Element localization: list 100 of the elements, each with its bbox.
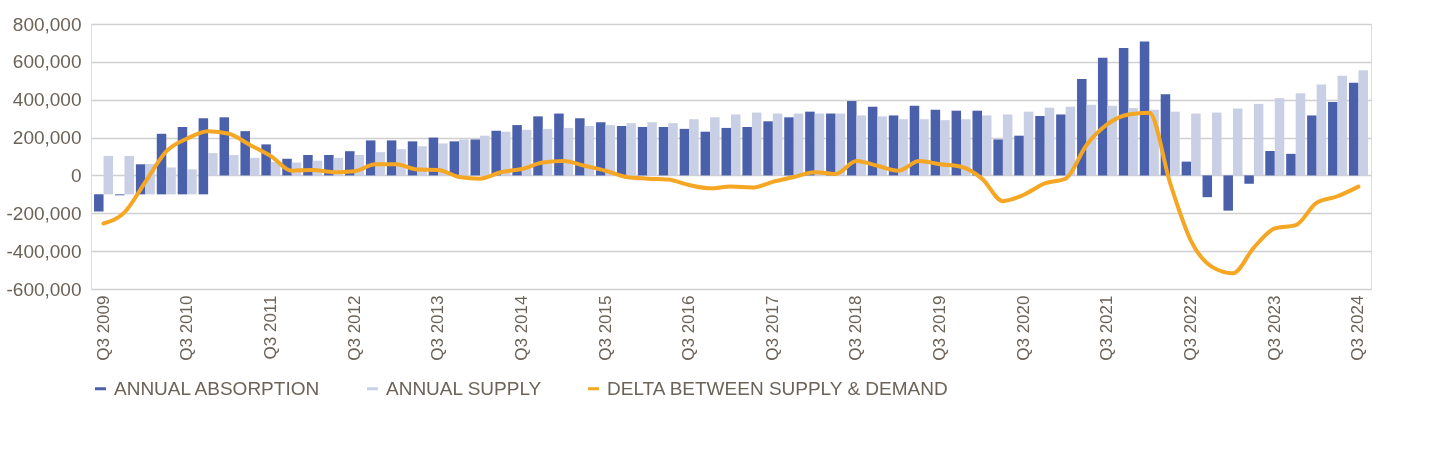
bar xyxy=(668,123,678,176)
y-tick-label: 600,000 xyxy=(12,51,82,73)
bar xyxy=(470,139,481,176)
bar xyxy=(480,135,490,176)
x-tick-label: Q3 2017 xyxy=(762,295,782,361)
bar xyxy=(1232,108,1243,176)
bar xyxy=(1337,75,1348,176)
bar xyxy=(721,127,731,176)
x-tick-label: Q3 2018 xyxy=(846,295,866,361)
x-tick-label: Q3 2012 xyxy=(344,295,364,361)
bar xyxy=(1170,111,1180,176)
bar xyxy=(1107,105,1117,176)
bar xyxy=(103,155,114,195)
bar xyxy=(637,126,648,176)
bar xyxy=(1097,57,1108,176)
bar xyxy=(731,114,741,176)
bar xyxy=(751,112,762,176)
y-tick-label: 400,000 xyxy=(12,89,82,111)
bar xyxy=(596,122,606,176)
bar xyxy=(1348,82,1359,176)
bar xyxy=(1202,175,1213,198)
bar xyxy=(1212,112,1222,176)
legend-label: DELTA BETWEEN SUPPLY & DEMAND xyxy=(607,377,948,399)
bar xyxy=(1023,111,1034,176)
bar xyxy=(512,125,522,176)
bar xyxy=(554,113,564,176)
bar xyxy=(763,121,773,176)
x-tick-label: Q3 2015 xyxy=(595,295,615,361)
x-tick-label: Q3 2010 xyxy=(177,295,197,361)
bar xyxy=(449,141,460,176)
legend-label: ANNUAL SUPPLY xyxy=(386,377,542,399)
x-tick-label: Q3 2016 xyxy=(679,295,699,361)
bar xyxy=(658,126,669,176)
bar xyxy=(981,115,992,176)
x-tick-label: Q3 2014 xyxy=(511,295,531,361)
bar xyxy=(1056,114,1066,176)
bar xyxy=(533,116,543,176)
x-tick-label: Q3 2009 xyxy=(93,295,113,361)
bar xyxy=(940,120,950,176)
legend-label: ANNUAL ABSORPTION xyxy=(114,377,320,399)
bar xyxy=(772,113,783,176)
line-series xyxy=(101,110,1361,276)
y-tick-label: 200,000 xyxy=(12,127,82,149)
bar xyxy=(793,113,804,176)
bar xyxy=(208,153,218,176)
bar xyxy=(166,167,176,195)
x-tick-label: Q3 2019 xyxy=(930,295,950,361)
bar xyxy=(1316,84,1327,176)
x-tick-label: Q3 2024 xyxy=(1348,295,1368,361)
bar xyxy=(856,115,866,176)
bar xyxy=(784,117,794,176)
bar xyxy=(459,139,469,176)
bar xyxy=(1223,175,1233,211)
y-tick-label: -600,000 xyxy=(6,278,82,300)
bar xyxy=(94,194,104,212)
bar xyxy=(229,154,239,176)
bar xyxy=(877,116,887,176)
bar xyxy=(1244,175,1254,184)
bar xyxy=(1295,93,1306,176)
bar xyxy=(1128,108,1138,176)
bar xyxy=(575,118,585,176)
bar xyxy=(1077,78,1087,176)
bar xyxy=(993,139,1003,176)
bar xyxy=(1035,115,1045,176)
bar xyxy=(700,131,711,176)
bar xyxy=(1265,151,1275,176)
bar xyxy=(972,110,982,176)
bar xyxy=(1002,114,1013,176)
x-tick-label: Q3 2011 xyxy=(260,295,280,360)
y-tick-label: 0 xyxy=(70,164,82,186)
bar xyxy=(689,119,699,176)
bar xyxy=(1286,153,1296,176)
x-tick-label: Q3 2020 xyxy=(1013,295,1033,361)
bar xyxy=(710,117,720,176)
bar xyxy=(1014,135,1024,176)
y-tick-label: 800,000 xyxy=(12,13,82,35)
bar xyxy=(1118,48,1129,176)
bar xyxy=(961,119,971,176)
bar xyxy=(919,119,929,176)
bar xyxy=(1191,113,1201,176)
y-tick-label: -200,000 xyxy=(6,202,82,224)
bar xyxy=(1358,70,1368,176)
x-tick-label: Q3 2022 xyxy=(1181,295,1201,361)
bar xyxy=(1328,101,1338,176)
bar xyxy=(679,128,690,176)
bar xyxy=(491,130,501,176)
bar xyxy=(898,119,908,176)
bar xyxy=(124,155,134,195)
bar xyxy=(805,111,815,176)
bar xyxy=(647,122,657,176)
y-tick-label: -400,000 xyxy=(6,240,82,262)
bar xyxy=(1253,103,1264,176)
bar xyxy=(742,126,752,176)
bar xyxy=(616,126,627,176)
bar xyxy=(187,169,197,195)
bar xyxy=(1139,41,1150,176)
x-tick-label: Q3 2013 xyxy=(428,295,448,361)
x-tick-label: Q3 2021 xyxy=(1097,295,1117,361)
bar xyxy=(1307,115,1317,176)
bar xyxy=(1044,107,1055,176)
